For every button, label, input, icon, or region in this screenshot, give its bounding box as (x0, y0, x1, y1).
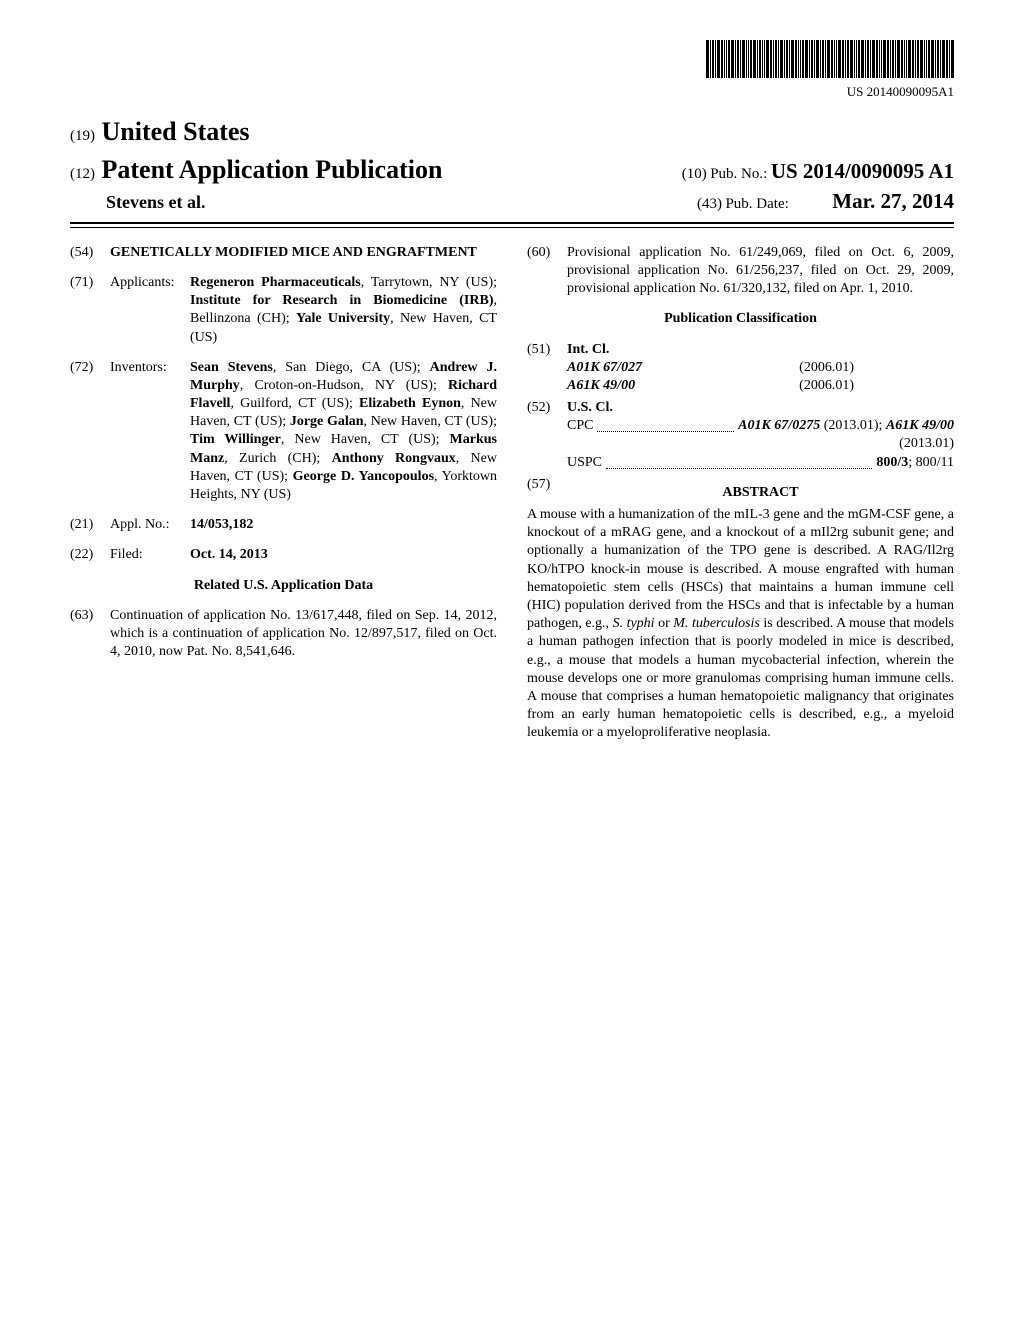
field-51: (51) Int. Cl. A01K 67/027 (2006.01) A61K… (527, 341, 954, 396)
divider (70, 222, 954, 228)
barcode-number: US 20140090095A1 (70, 84, 954, 101)
dotfill-icon (606, 468, 872, 469)
country-line: (19) United States (70, 115, 954, 149)
applicants-body: Regeneron Pharmaceuticals, Tarrytown, NY… (190, 274, 497, 347)
field-code-57: (57) (527, 476, 567, 506)
pub-class-heading: Publication Classification (527, 310, 954, 328)
field-appl-no: (21) Appl. No.: 14/053,182 (70, 516, 497, 534)
abstract-body: A mouse with a humanization of the mIL-3… (527, 506, 954, 742)
appl-no: 14/053,182 (190, 517, 253, 532)
field-inventors: (72) Inventors: Sean Stevens, San Diego,… (70, 359, 497, 505)
related-heading: Related U.S. Application Data (70, 577, 497, 595)
field-63: (63) Continuation of application No. 13/… (70, 607, 497, 662)
field-57: (57) ABSTRACT (527, 476, 954, 506)
cpc-body: A01K 67/0275 (2013.01); A61K 49/00 (738, 417, 954, 435)
barcode-icon (706, 40, 954, 78)
field-label-72: Inventors: (110, 359, 190, 505)
abstract-label: ABSTRACT (567, 484, 954, 502)
barcode-block (70, 40, 954, 78)
filed-date: Oct. 14, 2013 (190, 547, 268, 562)
country-code: (19) (70, 128, 95, 144)
pub-no: US 2014/0090095 A1 (771, 159, 954, 183)
int-cl-1-ver: (2006.01) (799, 377, 854, 395)
uspc-label: USPC (567, 454, 602, 472)
us-cl-label: U.S. Cl. (567, 400, 613, 415)
int-cl-0: A01K 67/027 (567, 359, 642, 377)
field-code-63: (63) (70, 607, 110, 662)
field-code-54: (54) (70, 244, 110, 262)
pub-type: Patent Application Publication (102, 155, 443, 184)
pub-type-code: (12) (70, 166, 95, 182)
invention-title: GENETICALLY MODIFIED MICE AND ENGRAFTMEN… (110, 244, 497, 262)
left-column: (54) GENETICALLY MODIFIED MICE AND ENGRA… (70, 244, 497, 743)
field-label-21: Appl. No.: (110, 516, 190, 534)
cpc-label: CPC (567, 417, 593, 435)
publication-line: (12) Patent Application Publication (10)… (70, 153, 954, 187)
field-code-72: (72) (70, 359, 110, 505)
pub-date-code: (43) (697, 196, 722, 212)
pub-date: Mar. 27, 2014 (832, 189, 954, 213)
field-60: (60) Provisional application No. 61/249,… (527, 244, 954, 299)
cpc-body-2: (2013.01) (567, 435, 954, 453)
field-code-22: (22) (70, 546, 110, 564)
country: United States (102, 117, 250, 146)
int-cl-0-ver: (2006.01) (799, 359, 854, 377)
pub-date-label: Pub. Date: (725, 196, 788, 212)
field-applicants: (71) Applicants: Regeneron Pharmaceutica… (70, 274, 497, 347)
field-title: (54) GENETICALLY MODIFIED MICE AND ENGRA… (70, 244, 497, 262)
right-column: (60) Provisional application No. 61/249,… (527, 244, 954, 743)
int-cl-label: Int. Cl. (567, 342, 609, 357)
int-cl-1: A61K 49/00 (567, 377, 635, 395)
field-63-body: Continuation of application No. 13/617,4… (110, 607, 497, 662)
field-label-22: Filed: (110, 546, 190, 564)
field-code-60: (60) (527, 244, 567, 299)
field-60-body: Provisional application No. 61/249,069, … (567, 244, 954, 299)
field-code-51: (51) (527, 341, 567, 396)
field-code-71: (71) (70, 274, 110, 347)
field-code-52: (52) (527, 399, 567, 472)
field-label-71: Applicants: (110, 274, 190, 347)
dotfill-icon (597, 431, 734, 432)
field-52: (52) U.S. Cl. CPC A01K 67/0275 (2013.01)… (527, 399, 954, 472)
author-date-line: Stevens et al. (43) Pub. Date: Mar. 27, … (70, 188, 954, 221)
uspc-body: 800/3; 800/11 (876, 454, 954, 472)
inventors-body: Sean Stevens, San Diego, CA (US); Andrew… (190, 359, 497, 505)
field-code-21: (21) (70, 516, 110, 534)
body-columns: (54) GENETICALLY MODIFIED MICE AND ENGRA… (70, 244, 954, 743)
pub-no-code: (10) (682, 166, 707, 182)
pub-no-label: Pub. No.: (710, 166, 767, 182)
field-filed: (22) Filed: Oct. 14, 2013 (70, 546, 497, 564)
author-etal: Stevens et al. (70, 191, 205, 214)
